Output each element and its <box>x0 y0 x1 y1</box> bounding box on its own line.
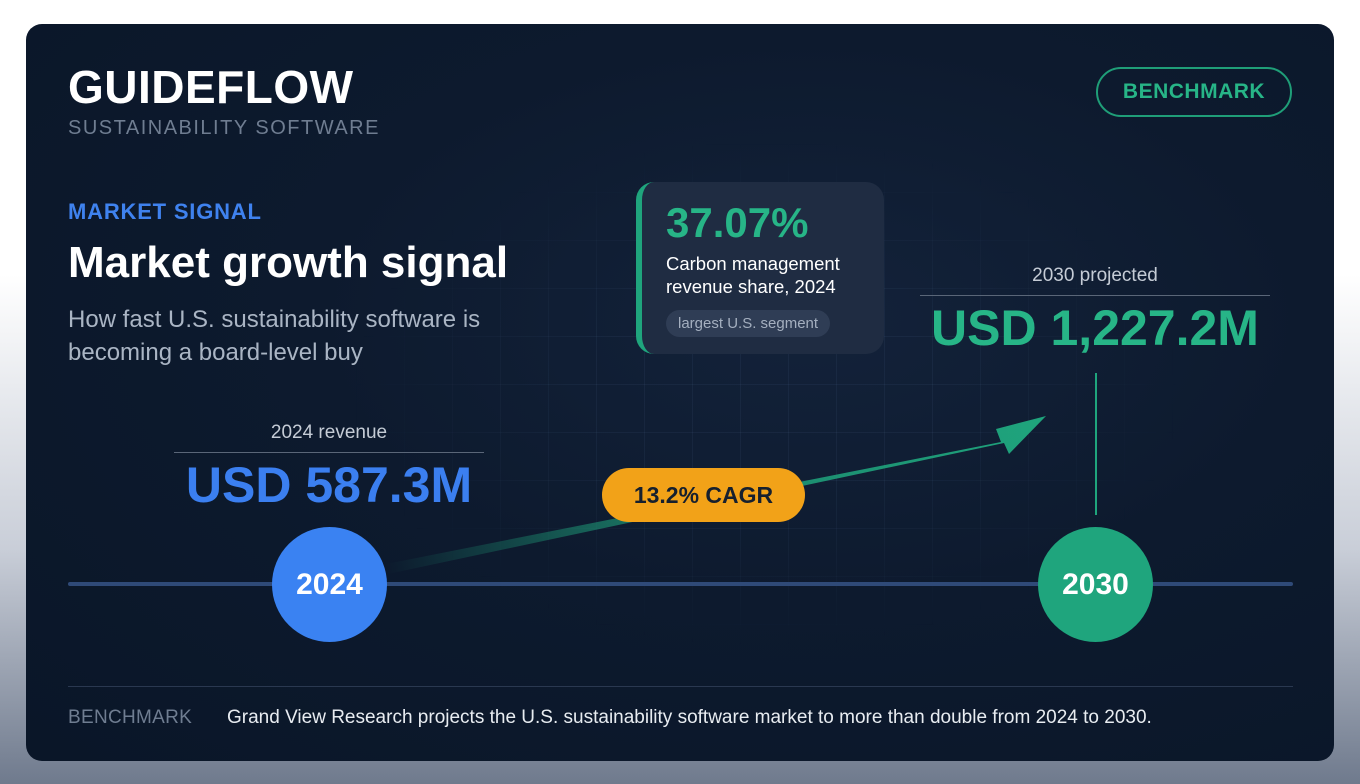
revenue-2030-block: 2030 projected USD 1,227.2M <box>920 265 1270 356</box>
projection-connector-line <box>1095 373 1097 515</box>
timeline-axis <box>68 582 1293 586</box>
year-2024-node: 2024 <box>272 527 387 642</box>
brand-subtitle: SUSTAINABILITY SOFTWARE <box>68 117 380 139</box>
footer-source-text: Grand View Research projects the U.S. su… <box>227 707 1152 728</box>
revenue-2030-value: USD 1,227.2M <box>931 300 1259 356</box>
segment-share-label-line1: Carbon management <box>666 253 840 274</box>
footer-label: BENCHMARK <box>68 707 193 728</box>
page-title: Market growth signal <box>68 238 509 287</box>
revenue-2030-caption: 2030 projected <box>920 265 1270 296</box>
revenue-2024-block: 2024 revenue USD 587.3M <box>174 422 484 513</box>
segment-share-value: 37.07% <box>666 199 809 246</box>
segment-tag: largest U.S. segment <box>666 310 831 337</box>
revenue-2024-value: USD 587.3M <box>185 457 473 513</box>
segment-share-label-line2: revenue share, 2024 <box>666 276 836 297</box>
brand-logo: GUIDEFLOW <box>68 61 354 113</box>
revenue-2024-caption: 2024 revenue <box>174 422 484 453</box>
segment-stat-card: 37.07% Carbon management revenue share, … <box>636 182 884 354</box>
benchmark-card: GUIDEFLOW SUSTAINABILITY SOFTWARE BENCHM… <box>26 24 1334 761</box>
growth-arrow-icon <box>386 416 1046 574</box>
page-description: How fast U.S. sustainability software is… <box>68 306 481 366</box>
cagr-pill: 13.2% CAGR <box>602 468 805 522</box>
footer-divider <box>68 686 1293 687</box>
benchmark-badge: BENCHMARK <box>1096 67 1292 117</box>
year-2030-node: 2030 <box>1038 527 1153 642</box>
segment-share-label: Carbon management revenue share, 2024 <box>666 252 884 298</box>
section-eyebrow: MARKET SIGNAL <box>68 199 262 224</box>
